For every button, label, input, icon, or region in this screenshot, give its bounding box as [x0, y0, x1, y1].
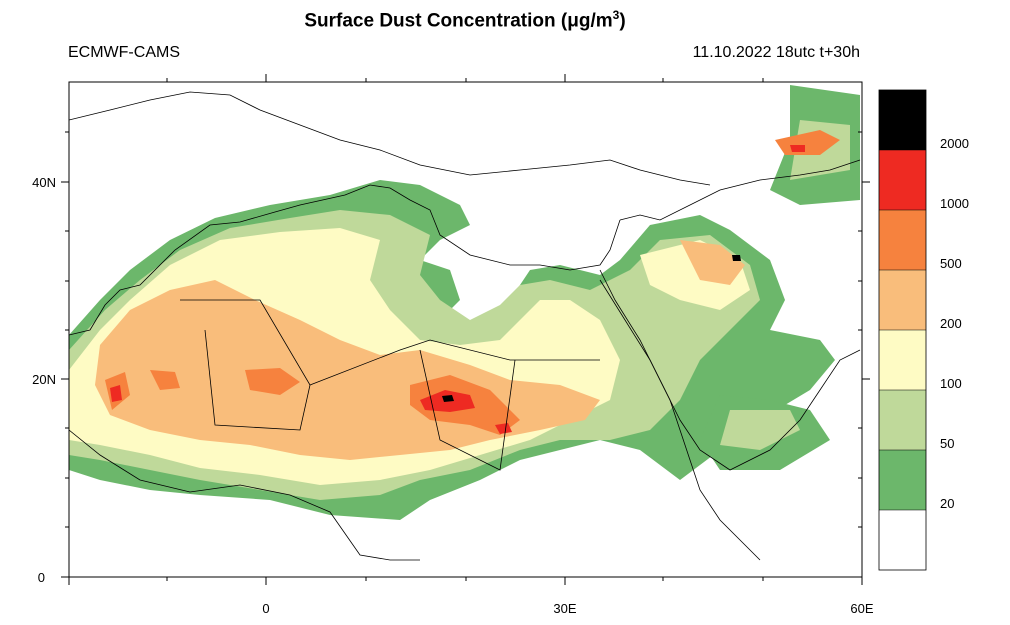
axis-ticks: [61, 74, 870, 585]
legend-swatch: [879, 450, 926, 510]
title-text: Surface Dust Concentration (: [304, 10, 568, 32]
legend-label: 100: [940, 376, 962, 391]
dust-field: [69, 85, 861, 561]
legend-swatch: [879, 330, 926, 390]
color-legend: 2000 1000 500 200 100 50 20: [878, 89, 969, 571]
legend-swatch: [879, 150, 926, 210]
legend-swatch: [879, 90, 926, 150]
legend-label: 20: [940, 496, 954, 511]
legend-swatch: [879, 270, 926, 330]
legend-label: 1000: [940, 196, 969, 211]
lon-tick-label-30e: 30E: [553, 601, 576, 616]
legend-label: 500: [940, 256, 962, 271]
lat-tick-label-0: 0: [38, 570, 45, 585]
legend-label: 2000: [940, 136, 969, 151]
legend-swatch: [879, 390, 926, 450]
title-unit-mu: μ: [567, 10, 579, 32]
legend-frame: [878, 89, 927, 571]
legend-label: 200: [940, 316, 962, 331]
legend-swatch: [879, 210, 926, 270]
map-title: Surface Dust Concentration (μg/m3): [0, 8, 930, 32]
legend-label: 50: [940, 436, 954, 451]
lat-tick-label-40n: 40N: [32, 175, 56, 190]
title-close: ): [619, 10, 626, 32]
dust-level-2000: [442, 255, 741, 402]
model-name: ECMWF-CAMS: [68, 44, 180, 61]
title-unit-exponent: 3: [612, 8, 620, 22]
lat-tick-label-20n: 20N: [32, 372, 56, 387]
coastlines: [69, 91, 861, 561]
legend-swatch: [879, 510, 926, 570]
lon-tick-label-0: 0: [262, 601, 269, 616]
valid-time: 11.10.2022 18utc t+30h: [692, 44, 860, 61]
lon-tick-label-60e: 60E: [850, 601, 873, 616]
title-unit: g/m: [578, 10, 613, 32]
